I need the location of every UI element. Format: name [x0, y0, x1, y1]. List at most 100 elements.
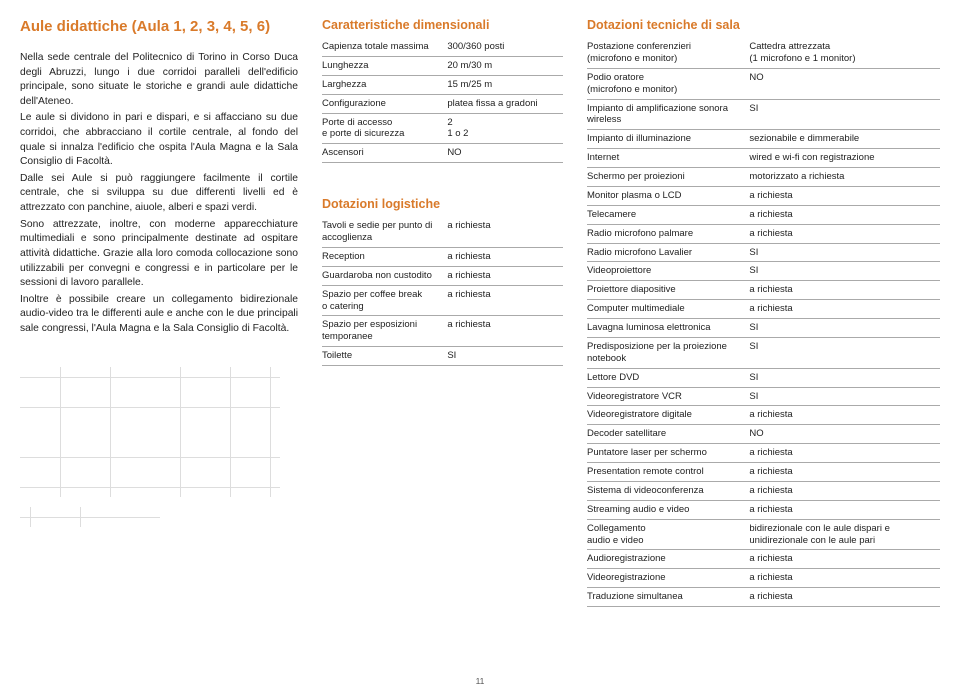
table-row: Proiettore diapositivea richiesta: [587, 281, 940, 300]
table-cell: Collegamentoaudio e video: [587, 519, 749, 550]
table-cell: Larghezza: [322, 75, 447, 94]
description-paragraph: Nella sede centrale del Politecnico di T…: [20, 51, 298, 109]
section-heading-logistiche: Dotazioni logistiche: [322, 197, 563, 211]
table-cell: Configurazione: [322, 94, 447, 113]
table-row: Traduzione simultaneaa richiesta: [587, 588, 940, 607]
table-row: Lunghezza20 m/30 m: [322, 56, 563, 75]
table-cell: Lavagna luminosa elettronica: [587, 319, 749, 338]
table-cell: Predisposizione per la proiezione notebo…: [587, 337, 749, 368]
table-tecniche: Postazione conferenzieri(microfono e mon…: [587, 38, 940, 607]
page-title: Aule didattiche (Aula 1, 2, 3, 4, 5, 6): [20, 18, 298, 35]
table-cell: bidirezionale con le aule dispari e unid…: [749, 519, 940, 550]
table-row: Radio microfono palmarea richiesta: [587, 224, 940, 243]
table-cell: SI: [447, 347, 563, 366]
table-cell: Radio microfono Lavalier: [587, 243, 749, 262]
table-cell: Proiettore diapositive: [587, 281, 749, 300]
table-cell: a richiesta: [447, 217, 563, 247]
table-row: Lavagna luminosa elettronicaSI: [587, 319, 940, 338]
table-cell: Traduzione simultanea: [587, 588, 749, 607]
table-row: Radio microfono LavalierSI: [587, 243, 940, 262]
table-row: Impianto di illuminazionesezionabile e d…: [587, 130, 940, 149]
table-cell: Guardaroba non custodito: [322, 266, 447, 285]
table-cell: SI: [749, 368, 940, 387]
table-cell: Presentation remote control: [587, 463, 749, 482]
table-cell: a richiesta: [447, 316, 563, 347]
table-cell: SI: [749, 337, 940, 368]
table-row: Streaming audio e videoa richiesta: [587, 500, 940, 519]
table-cell: a richiesta: [447, 247, 563, 266]
table-row: Lettore DVDSI: [587, 368, 940, 387]
table-cell: a richiesta: [749, 569, 940, 588]
table-cell: NO: [749, 68, 940, 99]
table-cell: Spazio per esposizioni temporanee: [322, 316, 447, 347]
table-cell: 15 m/25 m: [447, 75, 563, 94]
table-cell: a richiesta: [749, 444, 940, 463]
table-row: Receptiona richiesta: [322, 247, 563, 266]
table-cell: Telecamere: [587, 205, 749, 224]
table-cell: 20 m/30 m: [447, 56, 563, 75]
description-paragraph: Le aule si dividono in pari e dispari, e…: [20, 111, 298, 169]
table-row: Telecamerea richiesta: [587, 205, 940, 224]
table-cell: Computer multimediale: [587, 300, 749, 319]
table-row: Spazio per esposizioni temporaneea richi…: [322, 316, 563, 347]
table-row: Videoregistratore VCRSI: [587, 387, 940, 406]
table-row: Videoregistrazionea richiesta: [587, 569, 940, 588]
table-cell: Lunghezza: [322, 56, 447, 75]
left-column: Aule didattiche (Aula 1, 2, 3, 4, 5, 6) …: [0, 0, 310, 696]
table-cell: Cattedra attrezzata(1 microfono e 1 moni…: [749, 38, 940, 68]
table-cell: SI: [749, 243, 940, 262]
table-cell: 21 o 2: [447, 113, 563, 144]
floor-plan-graphic: [20, 357, 280, 527]
table-row: Impianto di amplificazione sonora wirele…: [587, 99, 940, 130]
middle-column: Caratteristiche dimensionali Capienza to…: [310, 0, 575, 696]
table-row: Audioregistrazionea richiesta: [587, 550, 940, 569]
table-row: Presentation remote controla richiesta: [587, 463, 940, 482]
table-cell: a richiesta: [749, 550, 940, 569]
table-cell: Toilette: [322, 347, 447, 366]
table-cell: motorizzato a richiesta: [749, 168, 940, 187]
table-row: VideoproiettoreSI: [587, 262, 940, 281]
table-row: Podio oratore(microfono e monitor)NO: [587, 68, 940, 99]
section-heading-tecniche: Dotazioni tecniche di sala: [587, 18, 940, 32]
table-cell: Streaming audio e video: [587, 500, 749, 519]
table-cell: Videoregistrazione: [587, 569, 749, 588]
table-cell: wired e wi-fi con registrazione: [749, 149, 940, 168]
table-cell: Porte di accessoe porte di sicurezza: [322, 113, 447, 144]
table-cell: sezionabile e dimmerabile: [749, 130, 940, 149]
table-cell: Videoregistratore VCR: [587, 387, 749, 406]
table-cell: Impianto di amplificazione sonora wirele…: [587, 99, 749, 130]
table-cell: Videoproiettore: [587, 262, 749, 281]
table-cell: a richiesta: [749, 463, 940, 482]
table-row: Collegamentoaudio e videobidirezionale c…: [587, 519, 940, 550]
table-logistiche: Tavoli e sedie per punto di accoglienzaa…: [322, 217, 563, 366]
table-cell: a richiesta: [749, 588, 940, 607]
table-row: Sistema di videoconferenzaa richiesta: [587, 481, 940, 500]
table-cell: Impianto di illuminazione: [587, 130, 749, 149]
table-cell: Videoregistratore digitale: [587, 406, 749, 425]
table-cell: SI: [749, 387, 940, 406]
table-cell: a richiesta: [749, 500, 940, 519]
table-cell: a richiesta: [749, 406, 940, 425]
table-cell: platea fissa a gradoni: [447, 94, 563, 113]
description-paragraph: Dalle sei Aule si può raggiungere facilm…: [20, 172, 298, 216]
table-row: Configurazioneplatea fissa a gradoni: [322, 94, 563, 113]
table-cell: a richiesta: [749, 300, 940, 319]
table-cell: a richiesta: [447, 266, 563, 285]
table-row: Puntatore laser per schermoa richiesta: [587, 444, 940, 463]
table-cell: a richiesta: [447, 285, 563, 316]
table-cell: Reception: [322, 247, 447, 266]
description-text: Nella sede centrale del Politecnico di T…: [20, 51, 298, 337]
table-cell: a richiesta: [749, 481, 940, 500]
table-row: Capienza totale massima300/360 posti: [322, 38, 563, 56]
table-cell: Sistema di videoconferenza: [587, 481, 749, 500]
table-cell: Schermo per proiezioni: [587, 168, 749, 187]
section-heading-dimensionali: Caratteristiche dimensionali: [322, 18, 563, 32]
table-cell: Lettore DVD: [587, 368, 749, 387]
table-row: Monitor plasma o LCDa richiesta: [587, 186, 940, 205]
table-cell: Decoder satellitare: [587, 425, 749, 444]
description-paragraph: Sono attrezzate, inoltre, con moderne ap…: [20, 218, 298, 291]
table-cell: SI: [749, 319, 940, 338]
table-row: Schermo per proiezionimotorizzato a rich…: [587, 168, 940, 187]
table-row: Tavoli e sedie per punto di accoglienzaa…: [322, 217, 563, 247]
description-paragraph: Inoltre è possibile creare un collegamen…: [20, 293, 298, 337]
